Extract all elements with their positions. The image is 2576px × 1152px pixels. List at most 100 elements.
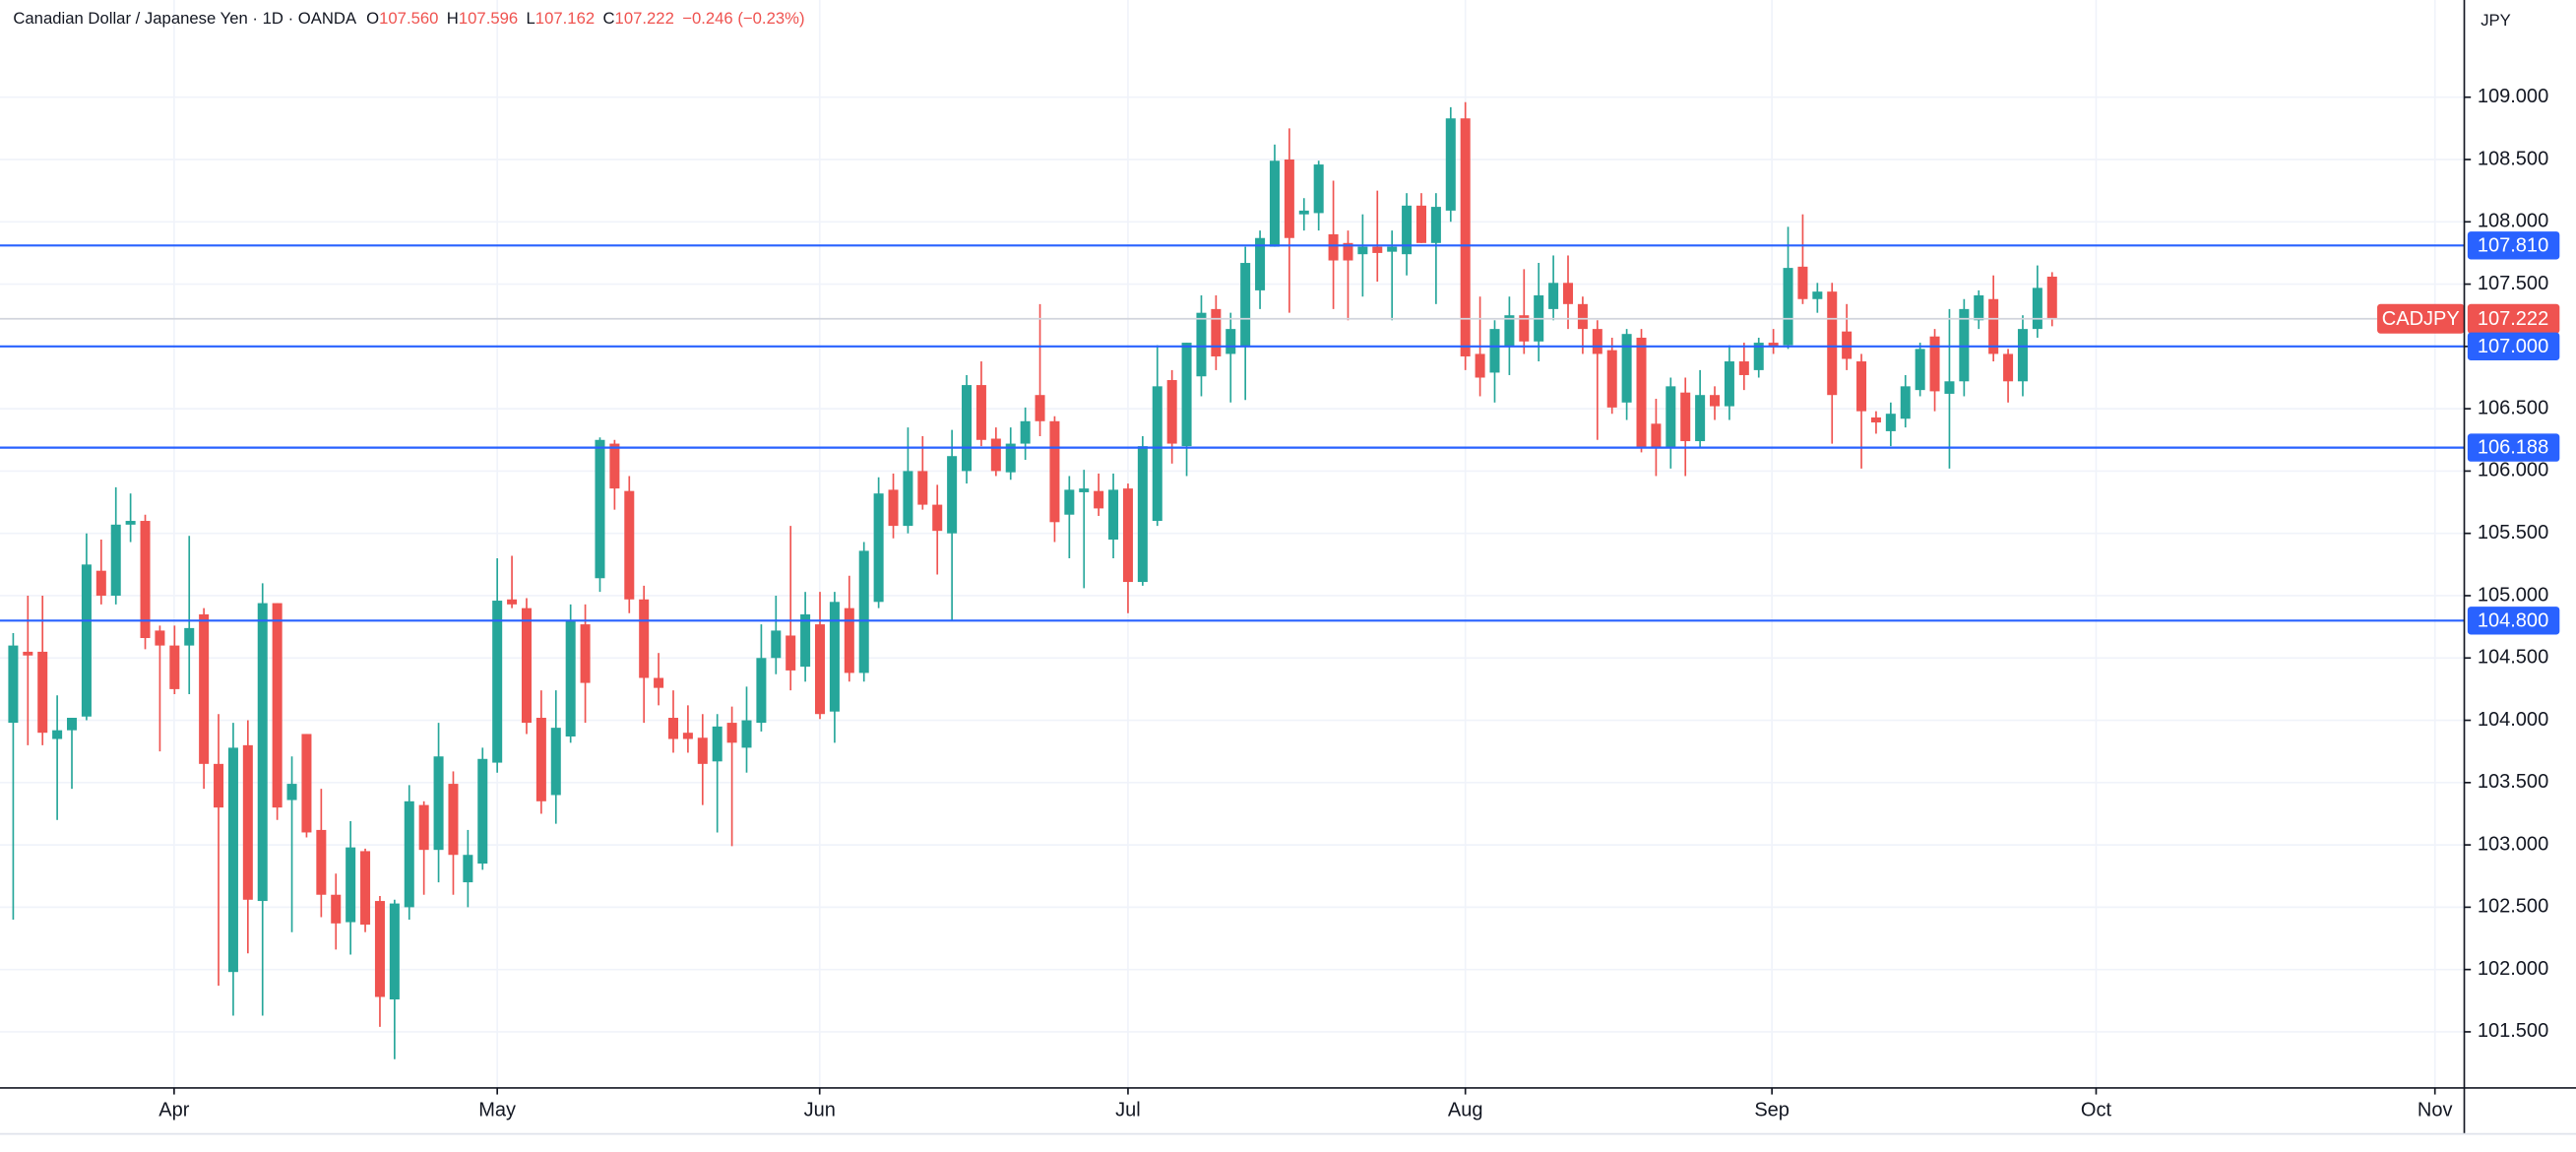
- candle-body: [1079, 488, 1090, 492]
- candle-body: [169, 645, 180, 689]
- overlays: 101.500 102.000 102.500 103.000 103.500 104.0…: [0, 86, 2560, 1121]
- y-tick-label: 109.000: [2478, 86, 2548, 107]
- candle-body: [1460, 118, 1471, 356]
- candle-body: [1211, 308, 1222, 356]
- horizontal-line-tag: [2467, 332, 2560, 361]
- candle-body: [903, 471, 913, 527]
- candle-body: [1196, 312, 1207, 377]
- candle-body: [242, 744, 253, 900]
- candle-body: [1988, 298, 1999, 354]
- candle-body: [227, 747, 238, 973]
- grid: [0, 0, 2465, 1088]
- candle-body: [741, 720, 752, 748]
- candle-body: [272, 603, 283, 808]
- candle-body: [257, 603, 268, 902]
- candle-body: [1049, 420, 1060, 523]
- candle-body: [1402, 205, 1413, 255]
- y-tick-label: 108.000: [2478, 211, 2548, 232]
- candle-body: [932, 504, 943, 532]
- candle-body: [1240, 263, 1251, 347]
- x-tick-label: Aug: [1448, 1100, 1483, 1121]
- candle-body: [1445, 118, 1456, 211]
- candle-body: [389, 903, 400, 1000]
- candle-body: [1094, 490, 1104, 509]
- candle-body: [1519, 315, 1530, 342]
- symbol-tag-label: CADJPY: [2382, 308, 2460, 330]
- candle-body: [1842, 331, 1853, 359]
- candle-body: [1489, 329, 1500, 373]
- candle-body: [463, 855, 473, 883]
- candle-body: [800, 613, 811, 668]
- candle-body: [1225, 329, 1236, 354]
- candle-body: [1108, 489, 1119, 541]
- candle-body: [1548, 283, 1559, 309]
- candle-body: [1915, 349, 1925, 391]
- x-tick-label: Apr: [158, 1100, 189, 1121]
- candle-body: [624, 490, 635, 600]
- candle-body: [639, 599, 650, 678]
- candle-body: [1372, 246, 1383, 253]
- ohlc-key: H: [447, 9, 459, 28]
- candle-body: [404, 800, 414, 908]
- candle-body: [140, 521, 151, 639]
- y-tick-label: 103.500: [2478, 771, 2548, 793]
- candle-body: [1562, 283, 1574, 304]
- candle-body: [1797, 266, 1808, 299]
- candle-body: [95, 570, 106, 596]
- candle-body: [1166, 380, 1177, 444]
- ohlc-value: 107.560: [379, 9, 438, 28]
- candle-body: [1768, 343, 1779, 347]
- candle-body: [975, 385, 986, 440]
- candle-body: [1885, 414, 1896, 431]
- horizontal-line-tag: [2467, 433, 2560, 462]
- candle-body: [1137, 446, 1148, 583]
- candle-body: [1064, 489, 1075, 515]
- candle-body: [1695, 395, 1706, 442]
- candle-body: [1783, 268, 1793, 346]
- candle-body: [1812, 291, 1823, 299]
- candle-body: [301, 734, 312, 833]
- candle-body: [1504, 315, 1515, 347]
- y-tick-label: 105.500: [2478, 522, 2548, 544]
- candle-body: [184, 627, 195, 646]
- y-tick-label: 108.500: [2478, 148, 2548, 169]
- candle-body: [1035, 395, 1045, 421]
- candle-body: [535, 718, 546, 801]
- candle-body: [52, 730, 63, 739]
- ohlc-header: Canadian Dollar / Japanese Yen · 1D · OA…: [13, 9, 804, 28]
- candle-body: [1974, 294, 1984, 321]
- candle-body: [697, 737, 708, 764]
- ohlc-key: O: [366, 9, 379, 28]
- candle-body: [155, 630, 165, 646]
- candle-body: [8, 645, 19, 724]
- candle-body: [346, 847, 356, 923]
- candle-body: [667, 718, 679, 739]
- candle-body: [37, 651, 48, 734]
- candle-body: [609, 443, 620, 489]
- candle-body: [771, 630, 782, 659]
- candle-body: [125, 521, 136, 525]
- candle-body: [873, 493, 884, 603]
- candle-body: [858, 550, 869, 673]
- candle-body: [1870, 416, 1881, 423]
- candle-body: [286, 784, 297, 800]
- candle-body: [2003, 353, 2014, 382]
- candle-body: [492, 601, 503, 763]
- candle-body: [1357, 246, 1368, 255]
- candle-body: [2032, 288, 2042, 330]
- candle-body: [1929, 336, 1940, 392]
- candle-body: [1753, 343, 1764, 370]
- candle-body: [23, 651, 33, 656]
- candle-body: [550, 728, 561, 796]
- horizontal-line-label: 107.810: [2478, 234, 2548, 256]
- candle-body: [654, 677, 664, 688]
- candle-body: [1005, 443, 1016, 473]
- last-price-label: 107.222: [2478, 308, 2548, 330]
- candle-body: [1665, 386, 1676, 448]
- horizontal-line-tag: [2467, 231, 2560, 260]
- ohlc-value: 107.162: [535, 9, 595, 28]
- ohlc-key: L: [527, 9, 535, 28]
- candle-body: [1152, 386, 1162, 522]
